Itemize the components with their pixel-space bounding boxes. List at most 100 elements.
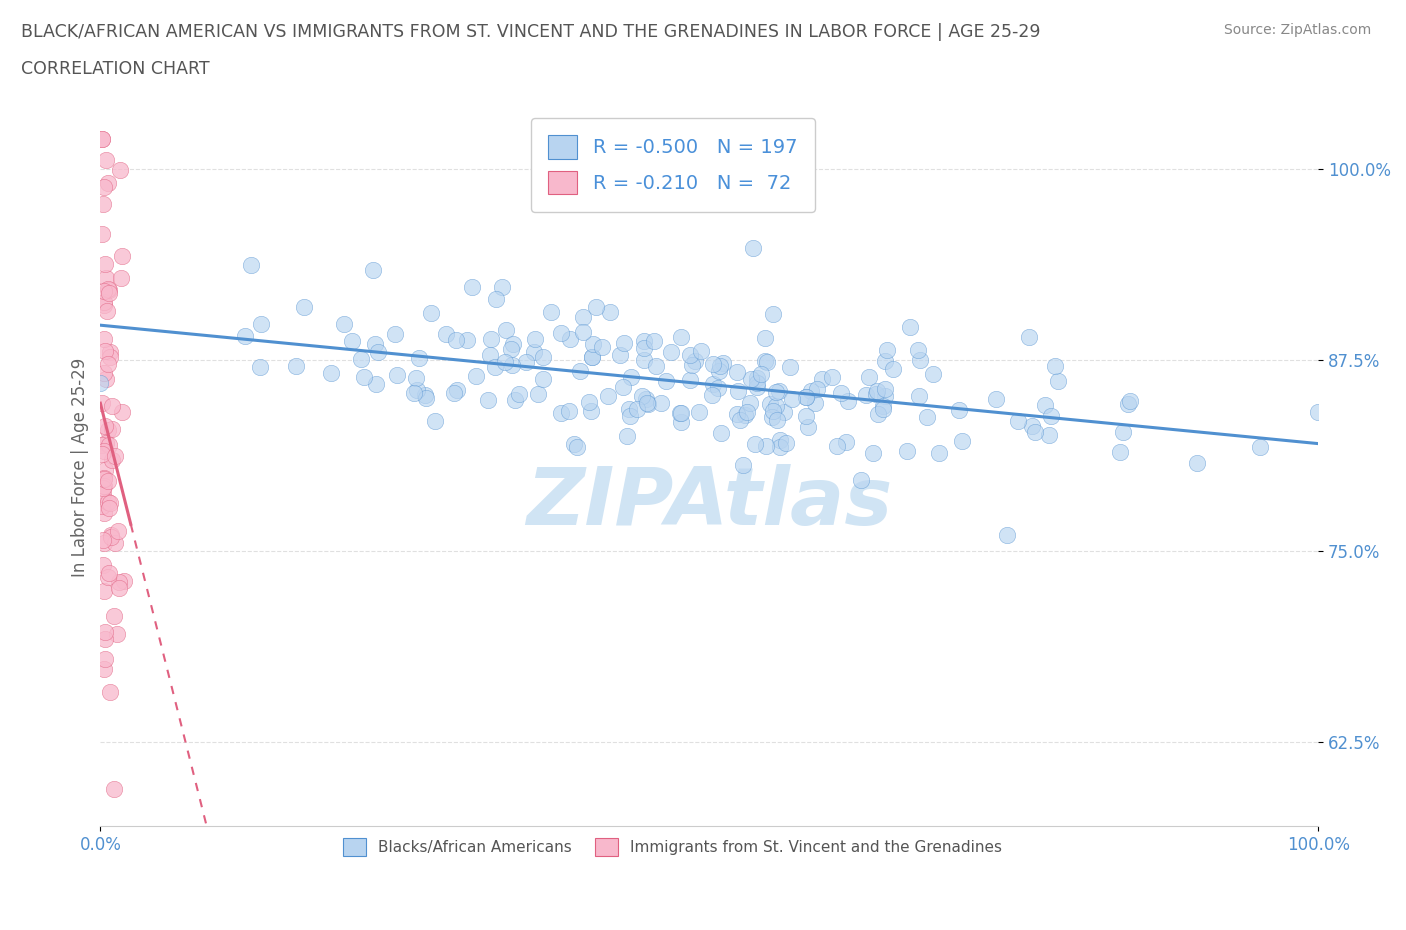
Point bbox=[367, 345, 389, 360]
Point bbox=[650, 396, 672, 411]
Point bbox=[484, 359, 506, 374]
Point bbox=[626, 402, 648, 417]
Point bbox=[321, 365, 343, 380]
Point bbox=[90, 395, 112, 410]
Point bbox=[633, 352, 655, 367]
Point bbox=[710, 426, 733, 441]
Point bbox=[711, 355, 734, 370]
Point bbox=[434, 326, 457, 341]
Point bbox=[93, 625, 115, 640]
Point bbox=[619, 408, 641, 423]
Point bbox=[461, 280, 484, 295]
Point bbox=[747, 371, 769, 386]
Point bbox=[804, 395, 827, 410]
Point bbox=[725, 406, 748, 421]
Point bbox=[745, 379, 768, 394]
Text: ZIPAtlas: ZIPAtlas bbox=[526, 464, 893, 542]
Point bbox=[581, 350, 603, 365]
Point bbox=[898, 320, 921, 335]
Point bbox=[413, 388, 436, 403]
Point bbox=[94, 436, 117, 451]
Point bbox=[689, 343, 711, 358]
Point bbox=[910, 352, 932, 367]
Point bbox=[101, 398, 124, 413]
Point bbox=[735, 405, 758, 419]
Point bbox=[94, 153, 117, 167]
Point bbox=[94, 344, 117, 359]
Point bbox=[830, 385, 852, 400]
Point bbox=[91, 196, 114, 211]
Point bbox=[464, 368, 486, 383]
Point bbox=[681, 358, 703, 373]
Point bbox=[550, 326, 572, 340]
Point bbox=[780, 392, 803, 406]
Point bbox=[239, 258, 262, 272]
Point bbox=[233, 328, 256, 343]
Point bbox=[581, 350, 603, 365]
Point bbox=[599, 305, 621, 320]
Point bbox=[1040, 409, 1063, 424]
Point bbox=[772, 405, 794, 419]
Point bbox=[98, 349, 121, 364]
Point bbox=[688, 405, 710, 419]
Point bbox=[425, 414, 447, 429]
Point bbox=[637, 396, 659, 411]
Point bbox=[111, 249, 134, 264]
Point bbox=[669, 329, 692, 344]
Point bbox=[837, 393, 859, 408]
Point bbox=[107, 574, 129, 589]
Point bbox=[620, 370, 643, 385]
Point bbox=[738, 395, 761, 410]
Point bbox=[1018, 330, 1040, 345]
Point bbox=[97, 494, 120, 509]
Point bbox=[350, 352, 373, 366]
Point bbox=[1119, 393, 1142, 408]
Point bbox=[523, 332, 546, 347]
Point bbox=[415, 391, 437, 405]
Point bbox=[93, 472, 115, 486]
Point bbox=[779, 360, 801, 375]
Point bbox=[93, 583, 115, 598]
Point bbox=[725, 364, 748, 379]
Point bbox=[758, 397, 780, 412]
Point bbox=[821, 369, 844, 384]
Point bbox=[444, 333, 467, 348]
Point bbox=[420, 305, 443, 320]
Point bbox=[494, 355, 516, 370]
Point bbox=[456, 333, 478, 348]
Point bbox=[89, 376, 111, 391]
Point bbox=[94, 631, 117, 646]
Point bbox=[762, 307, 785, 322]
Point bbox=[540, 304, 562, 319]
Point bbox=[585, 299, 607, 314]
Point bbox=[619, 402, 641, 417]
Point bbox=[858, 369, 880, 384]
Point bbox=[93, 478, 115, 493]
Point bbox=[101, 453, 124, 468]
Point bbox=[100, 528, 122, 543]
Point bbox=[93, 536, 115, 551]
Text: Source: ZipAtlas.com: Source: ZipAtlas.com bbox=[1223, 23, 1371, 37]
Point bbox=[1116, 396, 1139, 411]
Point bbox=[100, 421, 122, 436]
Point bbox=[866, 383, 889, 398]
Point bbox=[636, 396, 658, 411]
Point bbox=[671, 415, 693, 430]
Point bbox=[633, 340, 655, 355]
Point bbox=[406, 383, 429, 398]
Point bbox=[747, 375, 769, 390]
Point bbox=[405, 371, 427, 386]
Point bbox=[876, 342, 898, 357]
Point bbox=[598, 389, 620, 404]
Point bbox=[612, 379, 634, 394]
Point bbox=[93, 506, 115, 521]
Point bbox=[806, 381, 828, 396]
Point bbox=[93, 284, 115, 299]
Point bbox=[754, 330, 776, 345]
Point bbox=[342, 334, 364, 349]
Point bbox=[679, 348, 702, 363]
Point bbox=[93, 471, 115, 485]
Point bbox=[734, 407, 756, 422]
Point bbox=[754, 353, 776, 368]
Point bbox=[633, 334, 655, 349]
